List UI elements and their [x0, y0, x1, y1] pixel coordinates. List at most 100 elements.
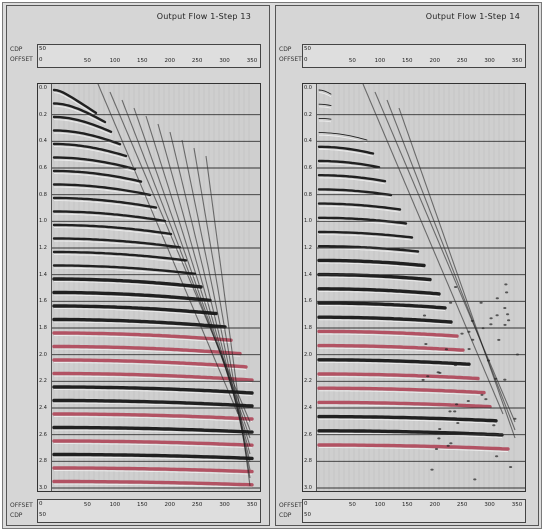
noise-mark — [495, 297, 499, 300]
time-tick-label: 0.0 — [304, 85, 312, 91]
reflection-lobe — [53, 92, 97, 116]
noise-mark — [479, 301, 483, 304]
offset-tick-label: 300 — [219, 58, 230, 64]
offset-tick-label: 200 — [164, 502, 175, 508]
offset-tick-label: 350 — [246, 58, 258, 64]
offset-tick-row-bottom: 50 100 150 200 250 300 350 — [38, 501, 260, 511]
time-tick-label: 2.8 — [39, 458, 47, 465]
reflection-lobe — [54, 281, 202, 290]
noise-mark — [448, 410, 452, 413]
time-tick-label: 1.4 — [304, 271, 312, 278]
offset-tick-row: 50 100 150 200 250 300 350 — [38, 57, 260, 67]
reflection-event — [52, 88, 98, 115]
offset-tick-label: 150 — [402, 502, 413, 508]
seismic-section[interactable]: 0.0 0.2 0.4 0.6 0.8 1.0 1.2 1.4 1.6 1.8 2.0 2.2 2.4 2… — [37, 83, 261, 492]
noise-mark — [422, 314, 427, 317]
reflection-lobe — [319, 134, 368, 144]
header-row-labels: CDP OFFSET — [10, 45, 40, 65]
header-row-offset-label: OFFSET — [10, 56, 33, 63]
header-row-cdp-label: CDP — [279, 46, 292, 53]
noise-mark — [504, 283, 508, 286]
reflection-lobe — [319, 390, 485, 396]
reflection-event — [317, 315, 453, 324]
reflection-event — [52, 331, 233, 342]
time-tick-label: 0.6 — [39, 165, 47, 171]
offset-tick-label: 50 — [83, 502, 91, 508]
offset-tick-label: 100 — [109, 58, 121, 64]
time-tick-label: 0.8 — [39, 191, 47, 198]
reflection-event — [52, 385, 254, 395]
time-axis: 0.0 0.2 0.4 0.6 0.8 1.0 1.2 1.4 1.6 1.8 2.0 2.2 2.4 2… — [38, 84, 52, 491]
reflection-lobe — [53, 105, 106, 125]
reflection-lobe — [54, 200, 157, 211]
reflection-event — [318, 89, 332, 95]
footer-row-cdp-label: CDP — [279, 512, 292, 519]
reflection-lobe — [319, 447, 509, 453]
time-tick-label: 2.0 — [304, 351, 312, 358]
offset-tick-label: 350 — [511, 502, 523, 508]
reflection-event — [52, 344, 242, 356]
reflection-lobe — [54, 416, 253, 423]
reflection-event — [317, 329, 459, 338]
reflection-event — [52, 479, 254, 487]
seismic-traces-canvas — [52, 84, 260, 491]
reflection-event — [317, 230, 414, 239]
noise-mark — [467, 330, 471, 333]
header-cdp-first-value: 50 — [39, 46, 46, 52]
reflection-event — [52, 304, 218, 316]
footer-row-cdp-label: CDP — [10, 512, 23, 519]
offset-tick-row-bottom: 50 100 150 200 250 300 350 — [303, 501, 525, 511]
noise-mark — [492, 424, 496, 427]
time-tick-label: 3.0 — [39, 485, 47, 491]
seismic-panel-left: Output Flow 1-Step 13 CDP OFFSET 50 0 50… — [6, 5, 270, 526]
reflection-lobe — [54, 483, 253, 488]
time-tick-label: 2.4 — [304, 405, 312, 411]
trace-header-box: 50 0 50 100 150 200 250 300 350 — [37, 44, 261, 68]
reflection-lobe — [319, 376, 479, 382]
noise-mark — [444, 348, 448, 351]
footer-cdp-first-value: 50 — [39, 512, 46, 518]
noise-mark — [430, 468, 434, 471]
reflection-event — [317, 174, 387, 183]
time-tick-label: 1.2 — [304, 245, 312, 251]
time-tick-label: 3.0 — [304, 485, 312, 491]
reflection-event — [52, 183, 152, 197]
offset-tick-label: 50 — [348, 502, 356, 508]
seismic-section[interactable]: 0.0 0.2 0.4 0.6 0.8 1.0 1.2 1.4 1.6 1.8 2.0 2.2 2.4 2… — [302, 83, 526, 492]
noise-mark — [509, 466, 513, 468]
reflection-event — [317, 343, 465, 352]
noise-mark — [484, 398, 488, 401]
first-break-event — [374, 91, 516, 423]
reflection-lobe — [54, 470, 253, 475]
time-tick-label: 0.4 — [304, 138, 312, 145]
reflection-event — [52, 452, 254, 461]
reflection-event — [52, 102, 107, 124]
time-tick-label: 0.2 — [304, 111, 312, 118]
offset-tick-row: 50 100 150 200 250 300 350 — [303, 57, 525, 67]
header-offset-first-value: 0 — [39, 57, 43, 63]
reflection-event — [52, 129, 122, 146]
reflection-lobe — [319, 319, 452, 326]
noise-mark — [421, 378, 425, 381]
reflection-lobe — [319, 177, 386, 185]
noise-mark — [473, 478, 477, 481]
reflection-event — [317, 287, 441, 296]
header-cdp-first-value: 50 — [304, 46, 311, 52]
reflection-event — [52, 358, 248, 369]
header-offset-first-value: 0 — [304, 57, 308, 63]
time-tick-label: 0.4 — [39, 138, 47, 145]
offset-tick-label: 250 — [191, 58, 203, 64]
reflection-event — [317, 258, 426, 268]
noise-mark — [467, 348, 471, 350]
noise-mark — [503, 323, 507, 326]
reflection-lobe — [54, 294, 211, 304]
reflection-lobe — [319, 219, 407, 227]
noise-mark — [489, 317, 493, 320]
reflection-event — [52, 210, 167, 223]
noise-mark — [503, 378, 507, 381]
reflection-lobe — [318, 92, 332, 98]
noise-mark — [454, 286, 458, 288]
reflection-event — [52, 425, 254, 434]
time-tick-label: 1.6 — [39, 298, 47, 305]
